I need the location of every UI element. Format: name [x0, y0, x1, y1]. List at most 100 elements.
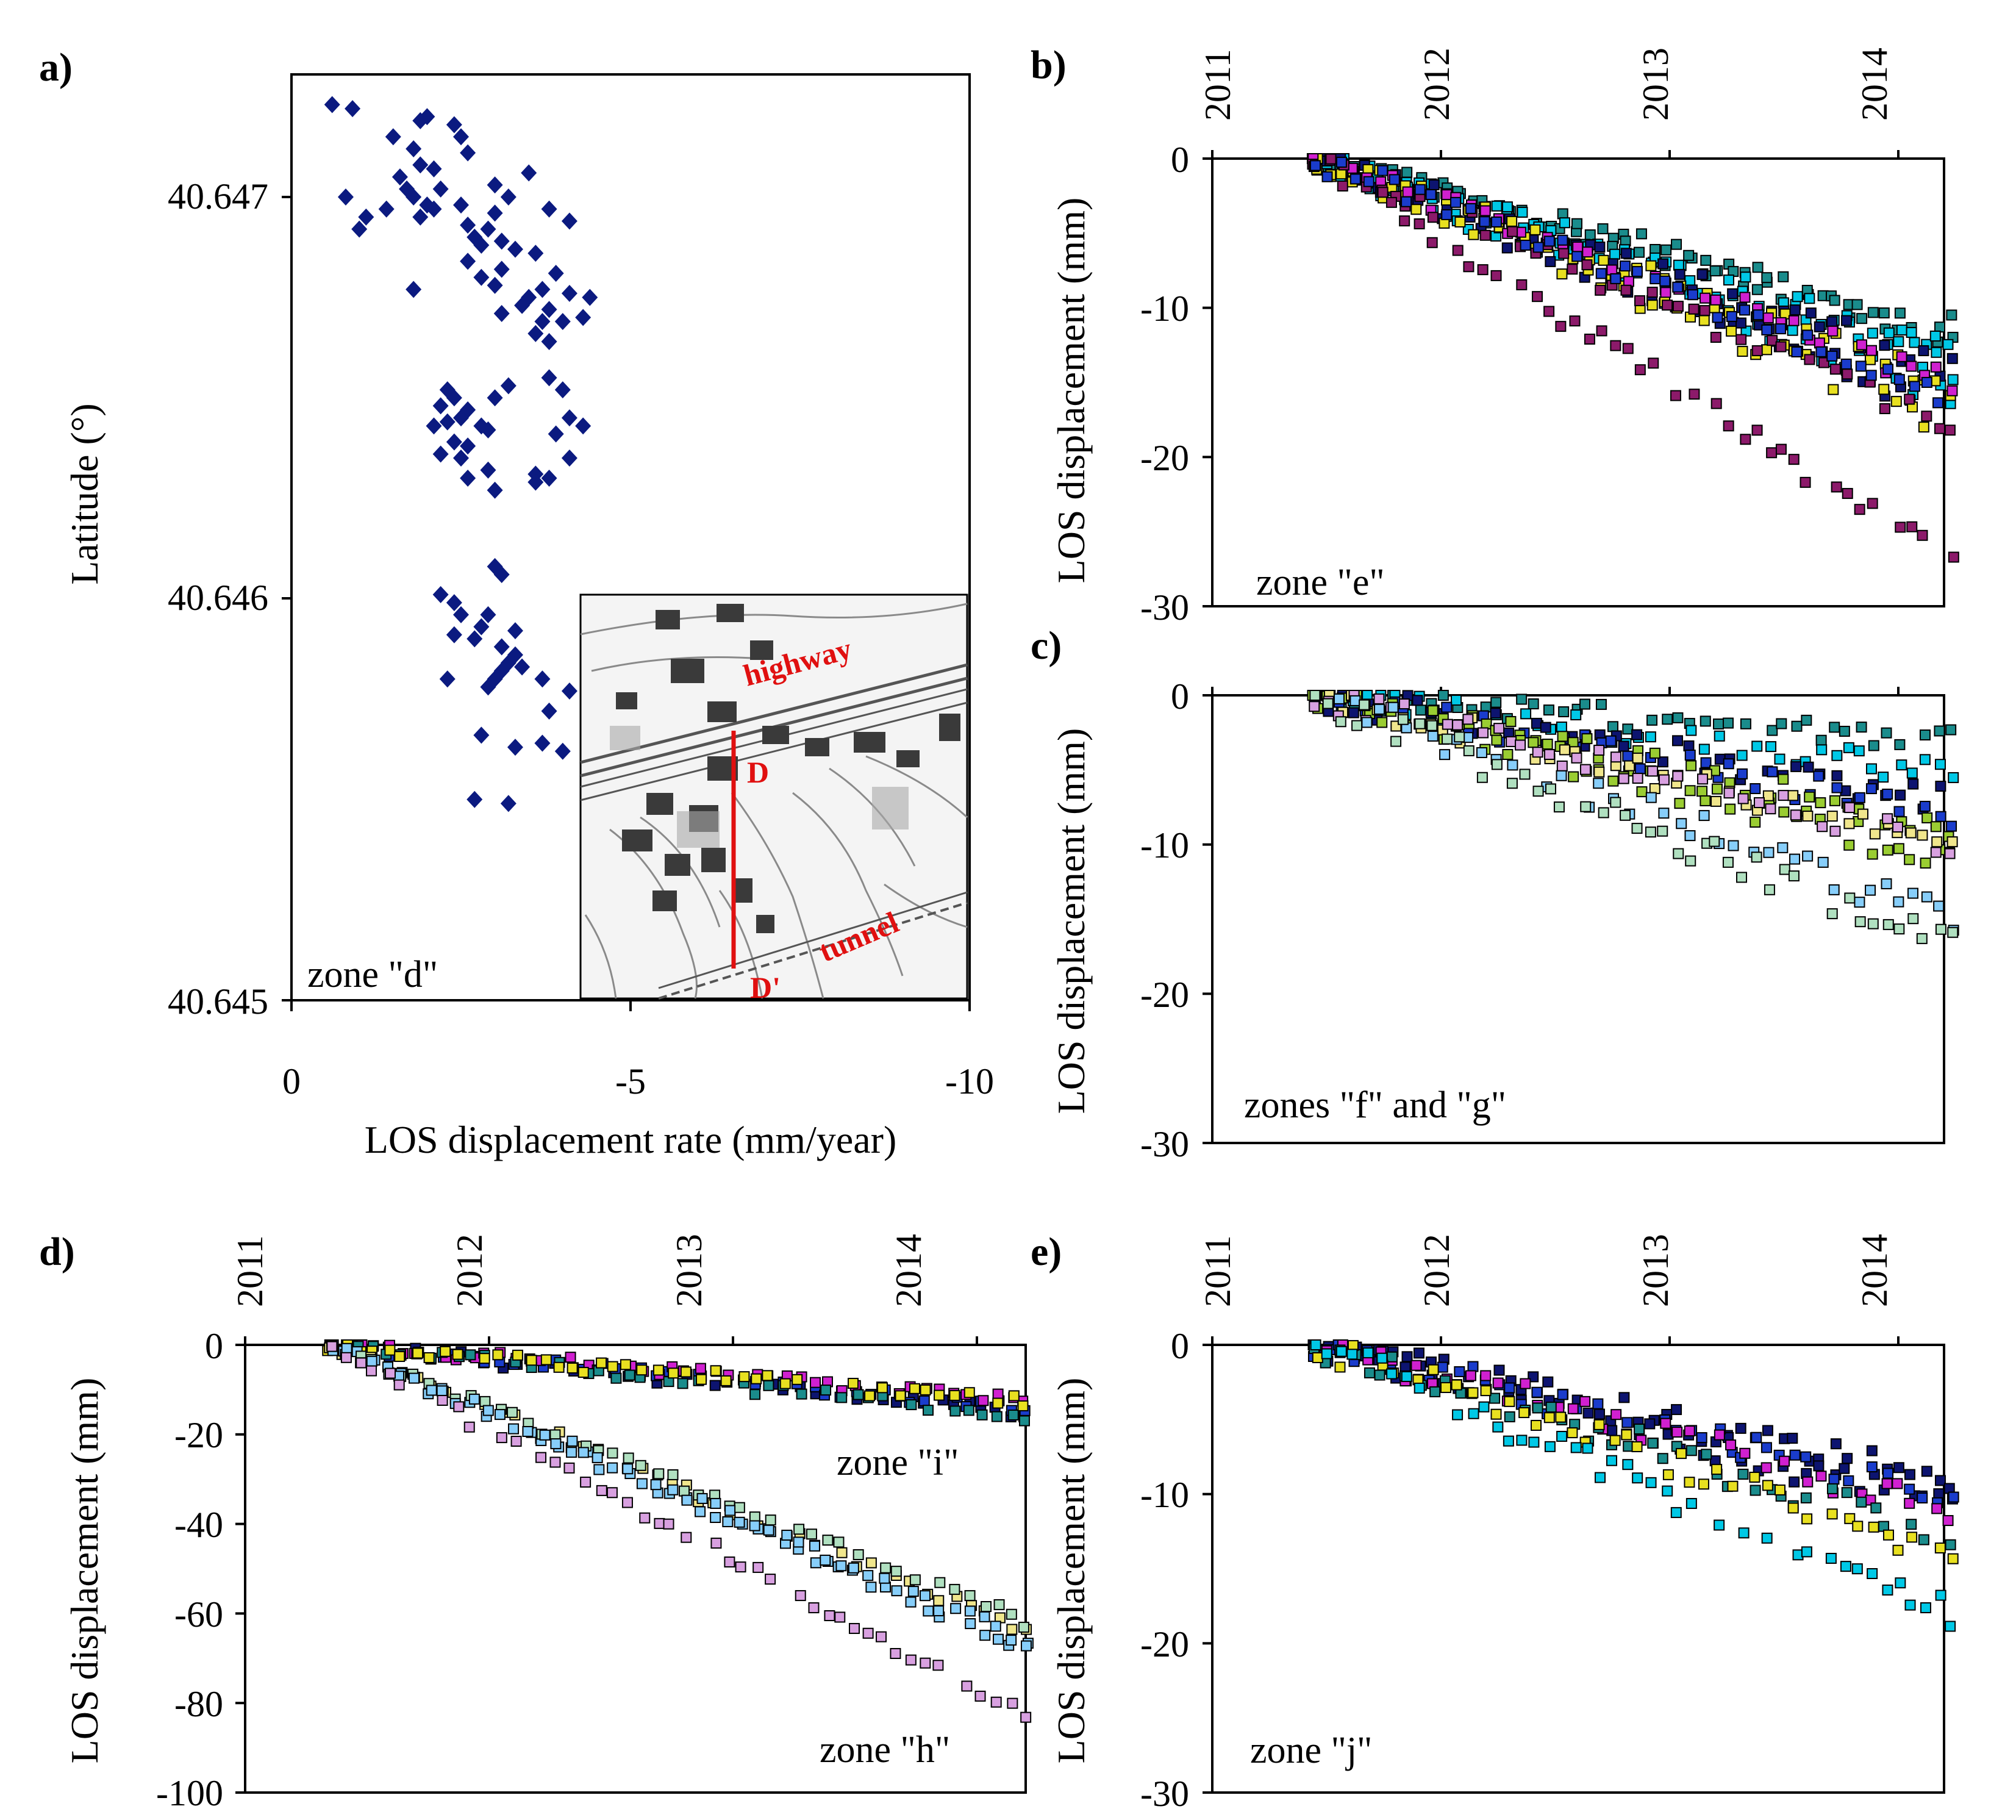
data-point-square [1909, 337, 1920, 348]
data-point-square [326, 1341, 338, 1352]
data-point-square [1767, 766, 1778, 778]
data-point-square [1491, 200, 1503, 212]
data-point-square [1723, 420, 1734, 432]
data-point-square [1813, 770, 1825, 782]
data-point-square [965, 1618, 976, 1630]
data-point-square [1942, 1515, 1954, 1527]
data-point-square [465, 1349, 476, 1361]
data-point-square [1657, 825, 1668, 837]
data-point-square [1882, 844, 1893, 856]
data-point-square [919, 1590, 931, 1602]
data-point-square [1557, 234, 1568, 246]
data-point-square [891, 1585, 903, 1597]
data-point-square [1390, 736, 1402, 747]
data-point-square [1856, 722, 1867, 733]
data-point-square [990, 1696, 1002, 1708]
data-point-square [1895, 521, 1906, 533]
data-point-square [1826, 316, 1838, 328]
data-point-square [964, 1605, 976, 1617]
data-point-square [1542, 739, 1553, 750]
data-point-square [1531, 1386, 1543, 1398]
data-point-square [1735, 317, 1747, 329]
data-point-diamond [534, 313, 551, 331]
data-point-diamond [527, 473, 544, 491]
data-point-square [1787, 790, 1799, 801]
data-point-square [1867, 328, 1878, 339]
data-point-square [1827, 325, 1839, 337]
data-point-square [1895, 1577, 1906, 1589]
inset-label-d: D [747, 755, 769, 789]
data-point-diamond [487, 276, 503, 294]
data-point-square [1646, 287, 1658, 298]
data-point-square [1543, 306, 1555, 317]
data-point-square [1843, 818, 1855, 829]
data-point-diamond [514, 296, 531, 314]
data-point-square [1377, 187, 1389, 198]
panel-d: d) 2011 2012 2013 2014 0 -20 -40 -60 -80… [39, 1230, 1034, 1813]
data-point-square [1761, 344, 1773, 356]
data-point-square [992, 1388, 1004, 1400]
data-point-square [1917, 829, 1928, 841]
data-point-square [607, 1361, 618, 1372]
data-point-square [621, 1497, 633, 1508]
data-point-square [1829, 795, 1840, 806]
panel-b-ytick: -10 [1140, 288, 1189, 329]
data-point-square [1504, 1395, 1515, 1407]
data-point-square [1543, 704, 1554, 716]
data-point-square [1828, 384, 1839, 395]
data-point-square [1737, 768, 1748, 779]
data-point-square [1632, 1472, 1643, 1484]
data-point-square [453, 1401, 465, 1413]
data-point-square [990, 1621, 1001, 1632]
data-point-square [1931, 1503, 1943, 1514]
data-point-square [1698, 1478, 1709, 1490]
data-point-square [1018, 1415, 1030, 1427]
data-point-square [1946, 820, 1957, 832]
data-point-square [1606, 1425, 1618, 1436]
data-point-square [1414, 1382, 1425, 1394]
data-point-square [1451, 1379, 1462, 1391]
data-point-square [1532, 242, 1544, 253]
data-point-square [1674, 268, 1685, 280]
data-point-square [862, 1570, 874, 1582]
data-point-square [1867, 848, 1878, 860]
data-point-diamond [487, 176, 503, 194]
data-point-square [667, 1484, 679, 1496]
data-point-square [1857, 808, 1868, 820]
data-point-square [526, 1355, 537, 1366]
data-point-square [1815, 797, 1826, 809]
data-point-square [1672, 712, 1684, 723]
data-point-square [752, 1561, 764, 1573]
data-point-diamond [514, 658, 531, 676]
data-point-square [1921, 891, 1932, 903]
panel-c: c) 0 -10 -20 -30 LOS displacement (mm) z… [1031, 623, 1959, 1164]
data-point-square [1814, 321, 1825, 332]
data-point-square [1507, 759, 1518, 771]
data-point-square [1467, 1387, 1479, 1399]
data-point-square [1867, 307, 1879, 318]
data-point-square [1866, 1461, 1878, 1473]
data-point-square [848, 1622, 860, 1634]
data-point-square [762, 1370, 773, 1381]
data-point-square [1672, 770, 1684, 782]
data-point-square [1945, 1621, 1956, 1632]
data-point-square [1829, 722, 1840, 733]
data-point-diamond [548, 425, 564, 443]
data-point-square [1762, 312, 1774, 324]
data-point-square [1947, 926, 1959, 938]
data-point-square [1632, 772, 1643, 784]
data-point-square [366, 1365, 377, 1377]
data-point-square [1775, 1484, 1786, 1496]
data-point-square [1701, 1449, 1712, 1460]
panel-d-ytick: -60 [174, 1594, 223, 1635]
data-point-diamond [432, 397, 449, 415]
data-point-square [1739, 292, 1751, 303]
panel-b-ylabel: LOS displacement (mm) [1049, 198, 1093, 584]
data-point-square [1480, 1370, 1492, 1381]
panel-b-xtick: 2012 [1417, 48, 1457, 121]
data-point-square [1934, 759, 1946, 770]
data-point-square [384, 1344, 396, 1356]
data-point-square [1479, 216, 1490, 228]
data-point-square [408, 1372, 420, 1384]
data-point-square [1815, 346, 1827, 357]
